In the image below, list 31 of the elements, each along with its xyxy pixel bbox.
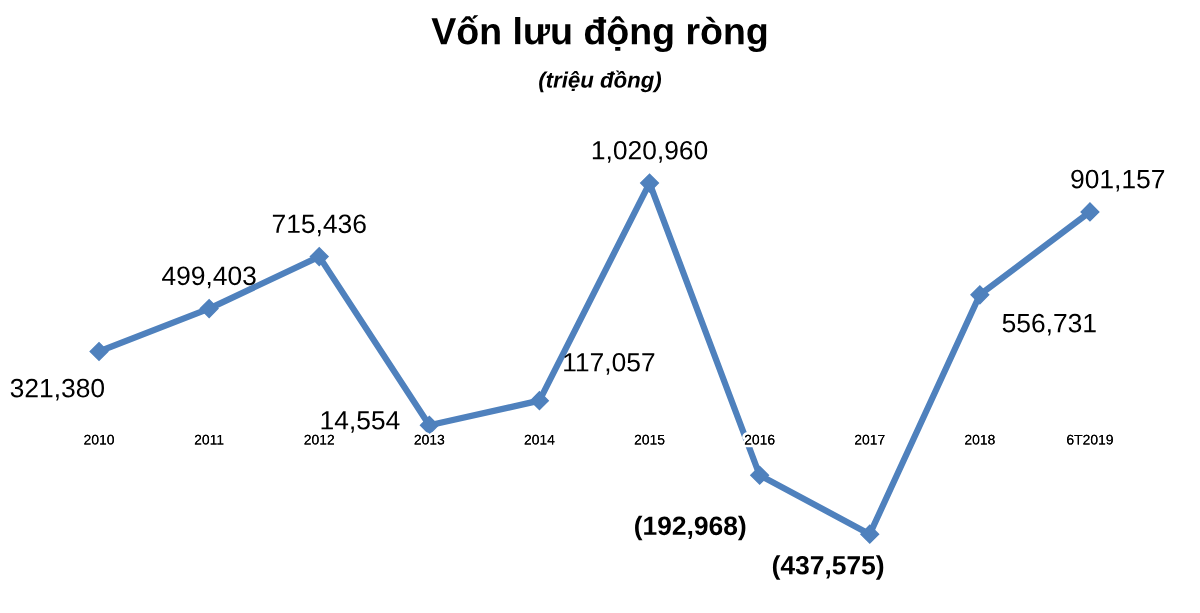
data-label: 1,020,960: [592, 140, 708, 163]
point: [419, 415, 439, 435]
x-tick-label: 6T2019: [1067, 434, 1113, 445]
point: [970, 285, 990, 305]
data-label: (192,968): [635, 515, 746, 541]
x-tick-label: 2015: [634, 434, 665, 445]
x-tick-label: 2011: [194, 434, 224, 445]
chart-title: Vốn lưu động ròng: [431, 15, 767, 53]
point: [1080, 202, 1100, 222]
data-label: 117,057: [564, 352, 655, 375]
data-label: 14,554: [321, 411, 400, 433]
x-tick-label: 2012: [304, 434, 334, 445]
data-label: 901,157: [1071, 169, 1165, 192]
x-tick-label: 2014: [524, 434, 555, 445]
point: [199, 299, 219, 319]
point: [750, 465, 770, 485]
x-tick-label: 2013: [414, 434, 445, 445]
data-label: (437,575): [772, 555, 884, 580]
data-label: 321,380: [10, 378, 105, 401]
point: [640, 173, 660, 193]
point: [529, 391, 549, 411]
data-label: 499,403: [162, 266, 256, 289]
point: [89, 341, 109, 361]
point: [309, 247, 329, 267]
chart-subtitle: (triệu đồng): [539, 70, 662, 93]
x-tick-label: 2017: [855, 434, 885, 445]
point: [860, 524, 880, 544]
x-tick-label: 2010: [84, 434, 114, 445]
x-tick-label: 2018: [965, 434, 995, 445]
data-label: 556,731: [1002, 313, 1096, 336]
data-label: 715,436: [272, 214, 366, 237]
